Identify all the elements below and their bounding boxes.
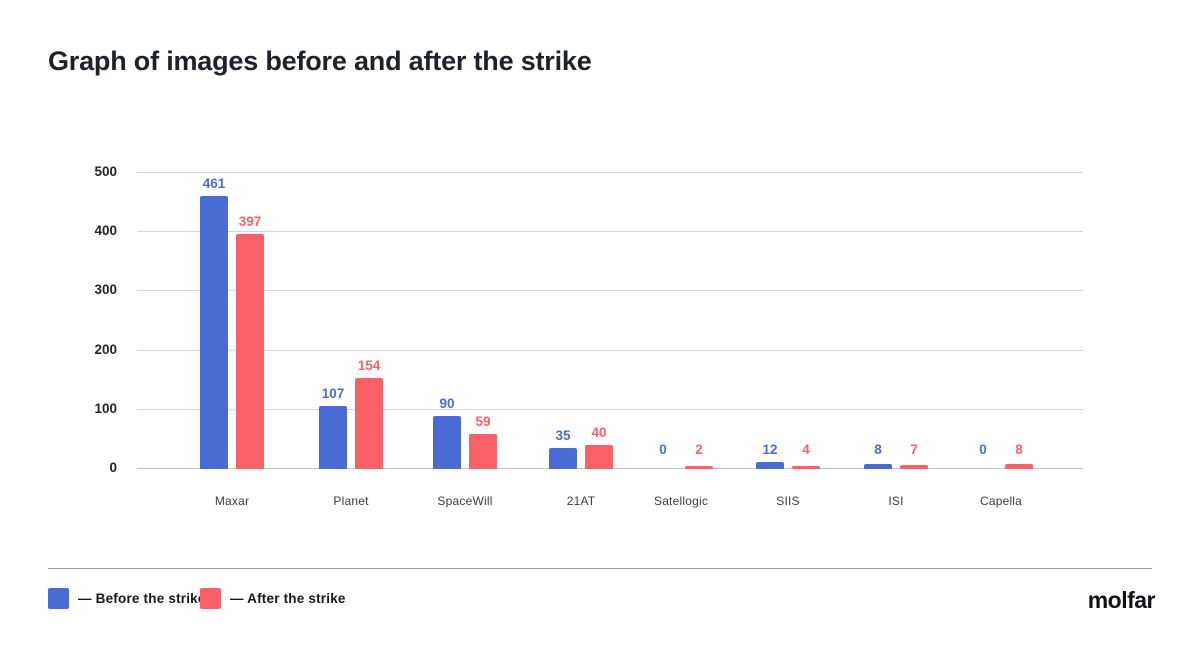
bar-after-21at — [585, 445, 613, 469]
value-label-after-21at: 40 — [591, 425, 607, 440]
value-label-before-capella: 0 — [979, 442, 987, 457]
legend-swatch-after — [200, 588, 221, 609]
category-label-spacewill: SpaceWill — [437, 494, 493, 508]
page-title: Graph of images before and after the str… — [48, 46, 592, 76]
legend: — Before the strike — After the strike — [0, 588, 1200, 616]
value-label-after-siis: 4 — [802, 442, 810, 457]
bar-chart-plot-area: 0 100 200 300 400 500 461 397 Maxar 107 154 Planet 9… — [94, 164, 1083, 508]
category-label-satellogic: Satellogic — [653, 494, 709, 508]
y-tick-label-0: 0 — [109, 460, 117, 475]
bar-before-maxar — [200, 196, 228, 469]
category-label-21at: 21AT — [566, 494, 596, 508]
bar-before-spacewill — [433, 416, 461, 469]
value-label-after-capella: 8 — [1015, 442, 1023, 457]
value-label-after-satellogic: 2 — [695, 442, 703, 457]
value-label-before-spacewill: 90 — [439, 396, 455, 411]
legend-item-before: — Before the strike — [48, 588, 206, 609]
value-label-before-maxar: 461 — [202, 176, 226, 191]
gridline-300 — [137, 290, 1083, 292]
bar-before-isi — [864, 464, 892, 469]
gridline-100 — [137, 408, 1083, 410]
y-tick-label-500: 500 — [94, 164, 117, 179]
value-label-before-planet: 107 — [321, 386, 345, 401]
brand-logo: molfar — [1087, 587, 1156, 613]
bar-after-spacewill — [469, 434, 497, 469]
bar-after-maxar — [236, 234, 264, 469]
value-label-before-21at: 35 — [555, 428, 571, 443]
value-label-after-spacewill: 59 — [475, 414, 491, 429]
bar-after-planet — [355, 378, 383, 469]
bar-before-siis — [756, 462, 784, 469]
legend-label-before: — Before the strike — [78, 591, 206, 606]
category-label-planet: Planet — [333, 494, 369, 508]
bar-before-21at — [549, 448, 577, 469]
y-tick-label-400: 400 — [94, 223, 117, 239]
value-label-before-satellogic: 0 — [659, 442, 667, 457]
bar-after-siis — [792, 466, 820, 469]
category-label-capella: Capella — [979, 494, 1023, 508]
y-tick-label-300: 300 — [94, 282, 117, 298]
value-label-after-planet: 154 — [357, 358, 381, 373]
category-label-maxar: Maxar — [214, 494, 250, 508]
bar-after-isi — [900, 465, 928, 469]
value-label-before-isi: 8 — [874, 442, 882, 457]
y-tick-label-200: 200 — [94, 341, 117, 357]
category-label-isi: ISI — [888, 494, 904, 508]
legend-item-after: — After the strike — [200, 588, 346, 609]
value-label-after-isi: 7 — [910, 442, 918, 457]
gridline-400 — [137, 231, 1083, 233]
legend-swatch-before — [48, 588, 69, 609]
bar-before-planet — [319, 406, 347, 469]
value-label-after-maxar: 397 — [238, 214, 262, 229]
y-tick-label-100: 100 — [94, 400, 117, 416]
bar-after-satellogic — [685, 466, 713, 469]
legend-label-after: — After the strike — [230, 591, 346, 606]
divider-line — [48, 568, 1152, 569]
value-label-before-siis: 12 — [762, 442, 778, 457]
gridline-500 — [137, 172, 1083, 173]
gridline-200 — [137, 349, 1083, 351]
category-label-siis: SIIS — [776, 494, 800, 508]
bar-after-capella — [1005, 464, 1033, 469]
